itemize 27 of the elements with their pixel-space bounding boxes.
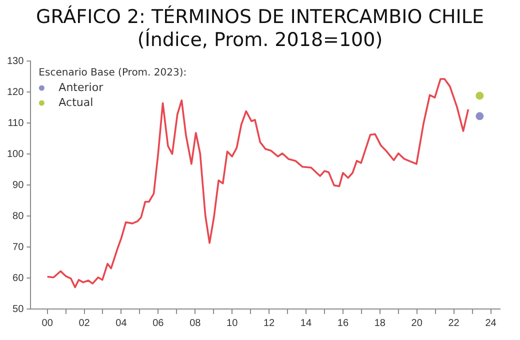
x-tick-label: 08 <box>190 318 202 329</box>
x-tick-label: 06 <box>152 318 164 329</box>
y-tick-label: 80 <box>12 210 24 222</box>
x-tick-label: 20 <box>411 318 423 329</box>
legend-label: Actual <box>58 96 94 109</box>
chart-subtitle: (Índice, Prom. 2018=100) <box>136 29 384 52</box>
y-tick-label: 120 <box>6 86 24 98</box>
x-tick-label: 10 <box>226 318 238 329</box>
y-tick-label: 70 <box>12 242 24 253</box>
x-tick-label: 18 <box>374 318 386 329</box>
y-tick-label: 100 <box>6 148 24 160</box>
legend-title: Escenario Base (Prom. 2023): <box>38 68 187 79</box>
y-tick-label: 110 <box>8 118 24 129</box>
chart-title: GRÁFICO 2: TÉRMINOS DE INTERCAMBIO CHILE <box>35 6 485 28</box>
legend-label: Anterior <box>58 80 104 94</box>
x-tick-label: 12 <box>263 318 276 329</box>
x-tick-label: 22 <box>448 318 460 329</box>
y-tick-label: 130 <box>6 56 24 67</box>
x-tick-label: 00 <box>42 318 54 329</box>
x-tick-label: 02 <box>78 318 90 329</box>
y-tick-label: 50 <box>12 304 24 315</box>
x-tick-label: 14 <box>300 318 312 329</box>
y-tick-label: 60 <box>12 272 24 284</box>
x-tick-label: 04 <box>116 318 128 329</box>
x-tick-label: 16 <box>337 318 349 329</box>
x-tick-label: 24 <box>485 318 497 329</box>
y-tick-label: 90 <box>12 180 24 191</box>
